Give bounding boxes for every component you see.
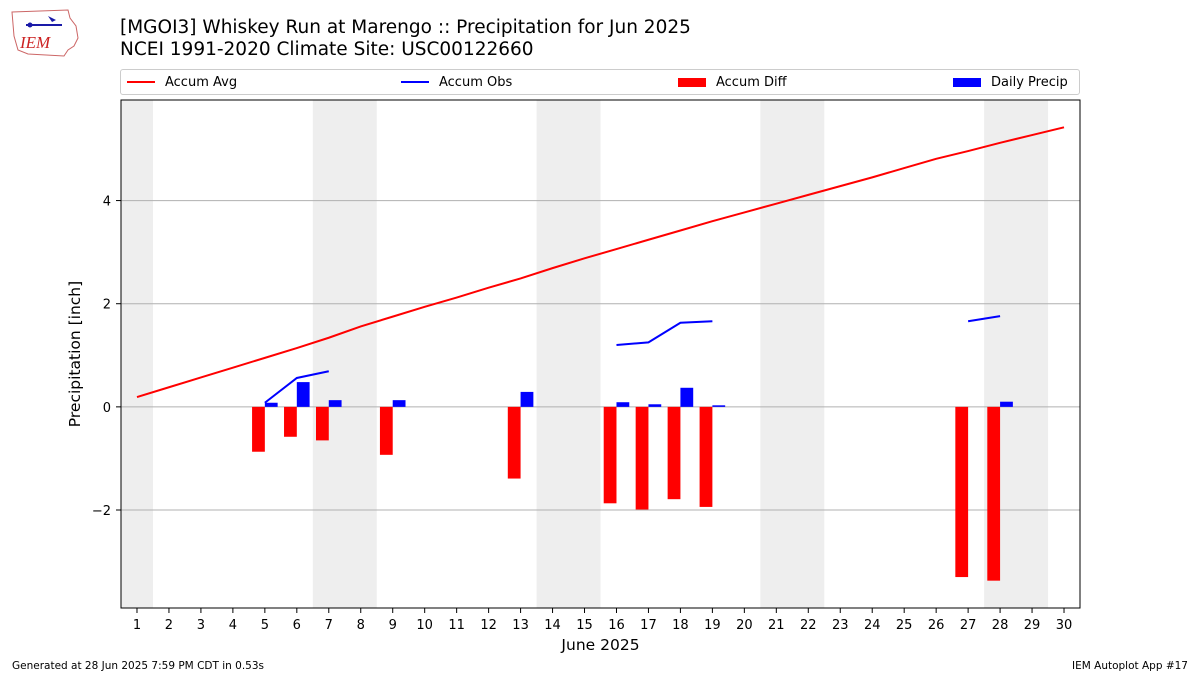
x-tick-label-19: 19 <box>704 618 721 633</box>
legend-swatch-accum-avg <box>127 81 155 83</box>
plot-frame <box>120 99 1081 609</box>
x-tick-label-7: 7 <box>325 618 333 633</box>
accum-diff-bar-27 <box>955 406 969 578</box>
x-tick-label-13: 13 <box>512 618 529 633</box>
daily-precip-bar-19 <box>712 405 726 407</box>
legend-label-daily-precip: Daily Precip <box>991 74 1068 90</box>
x-tick-label-27: 27 <box>960 618 977 633</box>
weekend-shade-0 <box>121 100 153 608</box>
weekend-shade-3 <box>760 100 825 608</box>
daily-precip-bar-5 <box>264 402 278 407</box>
daily-precip-bar-7 <box>328 400 342 407</box>
x-tick-label-4: 4 <box>229 618 237 633</box>
y-tick-label-2: 2 <box>103 298 111 313</box>
x-tick-label-9: 9 <box>389 618 397 633</box>
x-tick-label-22: 22 <box>800 618 817 633</box>
daily-precip-bar-13 <box>520 391 534 407</box>
svg-text:IEM: IEM <box>19 33 51 52</box>
x-tick-label-3: 3 <box>197 618 205 633</box>
app-footer: IEM Autoplot App #17 <box>1072 660 1188 672</box>
accum-diff-bar-17 <box>635 406 649 510</box>
x-tick-label-28: 28 <box>992 618 1009 633</box>
accum-diff-bar-19 <box>699 406 713 507</box>
chart-title: [MGOI3] Whiskey Run at Marengo :: Precip… <box>120 17 691 38</box>
x-tick-label-5: 5 <box>261 618 269 633</box>
x-tick-label-2: 2 <box>165 618 173 633</box>
legend-label-accum-diff: Accum Diff <box>716 74 787 90</box>
legend: Accum Avg Accum Obs Accum Diff Daily Pre… <box>120 69 1080 95</box>
x-tick-label-8: 8 <box>357 618 365 633</box>
daily-precip-bar-6 <box>296 382 310 407</box>
x-tick-label-14: 14 <box>544 618 561 633</box>
x-tick-label-30: 30 <box>1056 618 1073 633</box>
y-axis-label: Precipitation [inch] <box>66 281 84 427</box>
daily-precip-bar-16 <box>616 402 630 407</box>
legend-swatch-daily-precip <box>953 77 981 87</box>
accum-diff-bar-6 <box>284 406 297 437</box>
legend-label-accum-avg: Accum Avg <box>165 74 238 90</box>
accum-avg-line <box>136 126 1065 399</box>
x-tick-label-16: 16 <box>608 618 625 633</box>
weekend-shade-2 <box>536 100 601 608</box>
accum-diff-bar-16 <box>603 406 617 504</box>
accum-diff-bar-7 <box>315 406 329 441</box>
legend-swatch-accum-obs <box>401 81 429 83</box>
y-tick-label-3: 4 <box>103 195 111 210</box>
chart-subtitle: NCEI 1991-2020 Climate Site: USC00122660 <box>120 39 534 60</box>
accum-diff-bar-9 <box>379 406 393 455</box>
accum-obs-line-1 <box>616 320 713 346</box>
daily-precip-bar-17 <box>648 404 662 407</box>
x-tick-label-17: 17 <box>640 618 657 633</box>
x-axis-label: June 2025 <box>560 636 639 654</box>
x-tick-label-24: 24 <box>864 618 881 633</box>
x-tick-label-23: 23 <box>832 618 849 633</box>
accum-obs-line-2 <box>967 315 1001 323</box>
weekend-shade-1 <box>312 100 377 608</box>
daily-precip-bar-28 <box>1000 401 1013 407</box>
x-tick-label-29: 29 <box>1024 618 1041 633</box>
x-tick-label-15: 15 <box>576 618 593 633</box>
x-tick-label-1: 1 <box>133 618 141 633</box>
x-tick-label-20: 20 <box>736 618 753 633</box>
daily-precip-bar-18 <box>680 387 694 407</box>
legend-item-accum-avg: Accum Avg <box>127 70 237 94</box>
accum-diff-bar-18 <box>667 406 681 500</box>
x-tick-label-11: 11 <box>448 618 465 633</box>
x-tick-label-12: 12 <box>480 618 497 633</box>
accum-diff-bar-5 <box>252 406 265 452</box>
x-tick-label-21: 21 <box>768 618 785 633</box>
legend-swatch-accum-diff <box>678 77 706 87</box>
y-tick-label-0: −2 <box>92 504 111 519</box>
legend-item-daily-precip: Daily Precip <box>953 70 1068 94</box>
iem-logo: IEM <box>8 6 80 58</box>
x-tick-label-10: 10 <box>416 618 433 633</box>
x-tick-label-18: 18 <box>672 618 689 633</box>
y-tick-label-1: 0 <box>103 401 111 416</box>
x-tick-label-6: 6 <box>293 618 301 633</box>
accum-diff-bar-28 <box>987 406 1001 581</box>
legend-item-accum-diff: Accum Diff <box>678 70 787 94</box>
x-tick-label-26: 26 <box>928 618 945 633</box>
legend-item-accum-obs: Accum Obs <box>401 70 512 94</box>
accum-diff-bar-13 <box>507 406 521 479</box>
daily-precip-bar-9 <box>392 400 406 407</box>
legend-label-accum-obs: Accum Obs <box>439 74 513 90</box>
x-tick-label-25: 25 <box>896 618 913 633</box>
accum-obs-line-0 <box>264 370 329 404</box>
generated-footer: Generated at 28 Jun 2025 7:59 PM CDT in … <box>12 660 265 672</box>
